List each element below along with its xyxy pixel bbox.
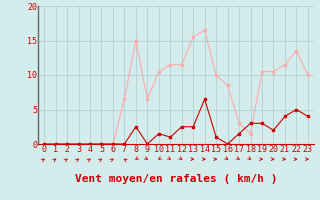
X-axis label: Vent moyen/en rafales ( km/h ): Vent moyen/en rafales ( km/h ) — [75, 174, 277, 184]
